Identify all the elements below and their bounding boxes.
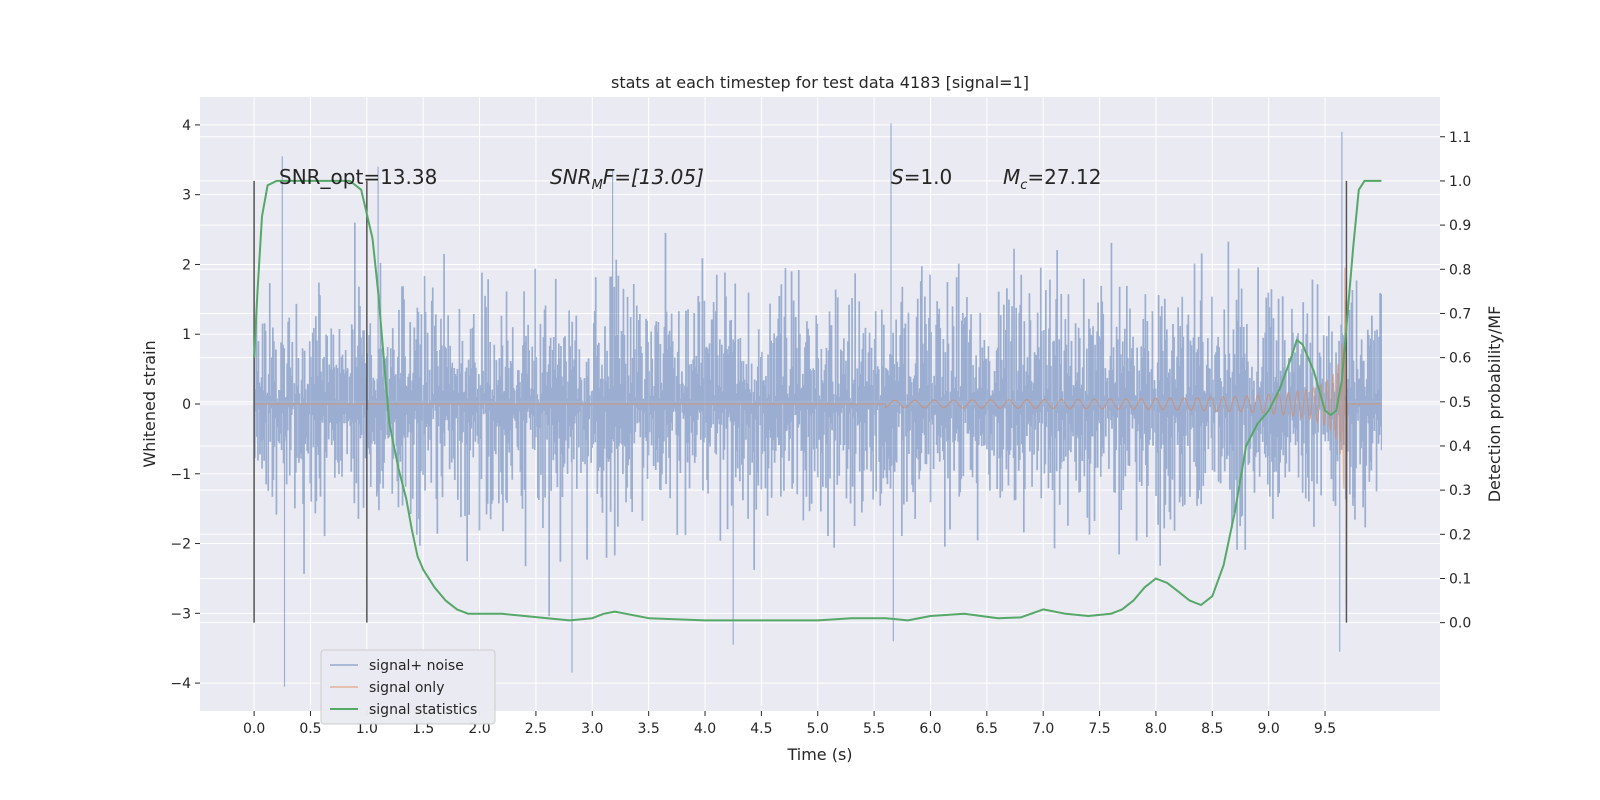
annotation-s: S=1.0 [891, 165, 952, 189]
signal-statistics-series [253, 179, 1382, 622]
x-tick-label: 2.5 [525, 721, 547, 737]
y-axis-right-ticks: 1.1 1.0 0.9 0.8 0.7 0.6 0.5 0.4 0.3 0.2 0.1 0.0 [1440, 130, 1471, 632]
x-tick-label: 2.0 [468, 721, 490, 737]
x-tick-label: 6.5 [976, 721, 998, 737]
y-right-tick-label: 0.4 [1449, 439, 1471, 455]
y-axis-left-ticks: 4 3 2 1 0 −1 −2 −3 −4 [170, 118, 200, 692]
x-tick-label: 9.5 [1314, 721, 1336, 737]
x-tick-label: 9.0 [1258, 721, 1280, 737]
y-tick-label: 1 [182, 327, 191, 343]
x-tick-label: 0.5 [299, 721, 321, 737]
legend-label-signal-statistics: signal statistics [369, 702, 477, 718]
y-right-tick-label: 0.5 [1449, 395, 1471, 411]
y-tick-label: −1 [170, 467, 191, 483]
x-tick-label: 4.5 [750, 721, 772, 737]
y-axis-right-title: Detection probability/MF [1485, 306, 1504, 503]
x-axis-ticks: 0.0 0.5 1.0 1.5 2.0 2.5 3.0 3.5 4.0 4.5 5.0 5.5 6.0 6… [243, 711, 1336, 737]
annotation-snr-opt: SNR_opt=13.38 [279, 165, 437, 189]
y-right-tick-label: 0.6 [1449, 351, 1471, 367]
vertical-markers [253, 180, 1348, 623]
y-axis-title: Whitened strain [140, 340, 159, 467]
x-tick-label: 1.0 [356, 721, 378, 737]
y-tick-label: 3 [182, 188, 191, 204]
y-tick-label: −4 [170, 676, 191, 692]
legend-box [320, 649, 496, 725]
y-right-tick-label: 1.1 [1449, 130, 1471, 146]
y-right-tick-label: 0.8 [1449, 262, 1471, 278]
x-tick-label: 8.5 [1201, 721, 1223, 737]
legend-label-signal-noise: signal+ noise [369, 658, 464, 674]
annotation-mc: Mc=27.12 [1003, 165, 1101, 193]
y-right-tick-label: 0.0 [1449, 616, 1471, 632]
signal-statistics-line [253, 179, 1382, 622]
x-tick-label: 4.0 [694, 721, 716, 737]
y-tick-label: 0 [182, 397, 191, 413]
signal-only-series [254, 267, 1382, 607]
signal-only-line [254, 267, 1382, 607]
x-tick-label: 7.5 [1088, 721, 1110, 737]
x-tick-label: 8.0 [1145, 721, 1167, 737]
x-tick-label: 0.0 [243, 721, 265, 737]
y-right-tick-label: 0.3 [1449, 483, 1471, 499]
legend: signal+ noise signal only signal statist… [320, 649, 496, 725]
y-right-tick-label: 0.7 [1449, 306, 1471, 322]
annotation-snr-mf: SNRMF=[13.05] [550, 165, 704, 193]
y-tick-label: 4 [182, 118, 191, 134]
y-right-tick-label: 0.1 [1449, 571, 1471, 587]
x-tick-label: 6.0 [919, 721, 941, 737]
x-tick-label: 1.5 [412, 721, 434, 737]
x-tick-label: 5.0 [807, 721, 829, 737]
x-tick-label: 3.5 [638, 721, 660, 737]
x-axis-title: Time (s) [786, 745, 852, 764]
y-right-tick-label: 1.0 [1449, 174, 1471, 190]
y-right-tick-label: 0.9 [1449, 218, 1471, 234]
y-tick-label: 2 [182, 257, 191, 273]
chart-title: stats at each timestep for test data 418… [611, 73, 1029, 92]
x-tick-label: 5.5 [863, 721, 885, 737]
x-tick-label: 3.0 [581, 721, 603, 737]
y-right-tick-label: 0.2 [1449, 527, 1471, 543]
legend-label-signal-only: signal only [369, 680, 444, 696]
x-tick-label: 7.0 [1032, 721, 1054, 737]
y-tick-label: −2 [170, 537, 191, 553]
y-tick-label: −3 [170, 606, 191, 622]
